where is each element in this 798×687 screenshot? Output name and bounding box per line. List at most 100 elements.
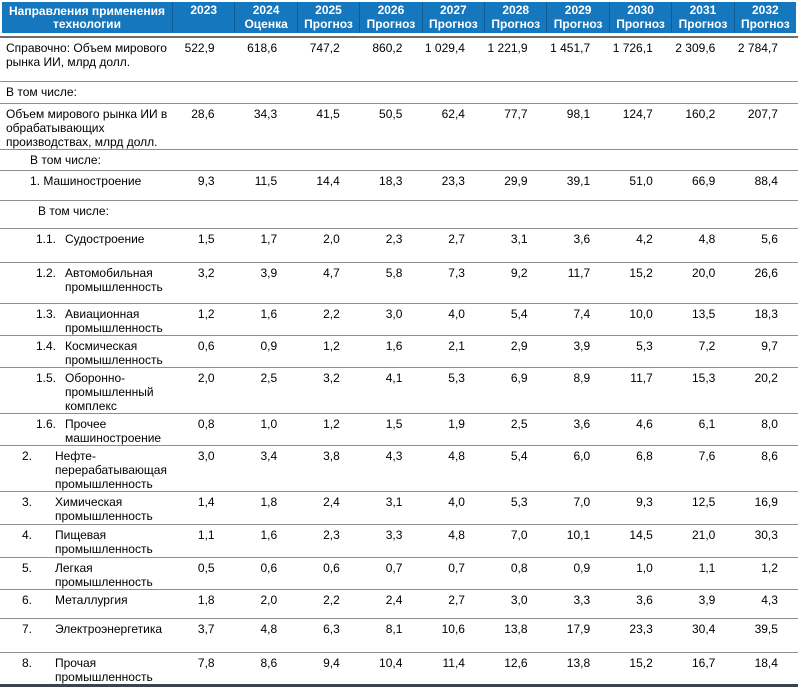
value-cell bbox=[422, 82, 485, 103]
value-cell bbox=[485, 201, 548, 228]
value-cell: 23,3 bbox=[629, 622, 653, 636]
value-cell: 13,8 bbox=[504, 622, 528, 636]
row-label-cell: 1.3. Авиационная промышленность bbox=[0, 304, 172, 335]
value-cell bbox=[235, 150, 298, 170]
value-cell: 5,8 bbox=[385, 266, 403, 280]
value-cell: 15,3 bbox=[691, 371, 716, 385]
row-label: Легкая промышленность bbox=[55, 561, 153, 589]
value-cell: 9,3 bbox=[197, 174, 215, 188]
value-cell: 1,0 bbox=[636, 561, 653, 575]
value-cell: 3,2 bbox=[323, 371, 340, 385]
value-cell: 1,2 bbox=[323, 339, 340, 353]
value-cell: 5,6 bbox=[761, 232, 778, 246]
value-cell: 50,5 bbox=[379, 107, 403, 121]
value-cell: 0,6 bbox=[323, 561, 340, 575]
row-number: 5. bbox=[22, 561, 33, 575]
row-label-cell: В том числе: bbox=[0, 201, 172, 228]
row-label: Пищевая промышленность bbox=[55, 528, 153, 556]
row-label: Электроэнергетика bbox=[55, 622, 163, 636]
row-number: 1.6. bbox=[36, 417, 57, 431]
value-cell: 4,6 bbox=[636, 417, 653, 431]
row-label-cell: 1.1. Судостроение bbox=[0, 229, 172, 262]
value-cell bbox=[548, 82, 611, 103]
value-cell: 3,1 bbox=[385, 495, 403, 509]
value-cell: 2,3 bbox=[385, 232, 403, 246]
value-cell: 16,7 bbox=[691, 656, 716, 670]
header-col-year: 2030 bbox=[627, 3, 654, 17]
value-cell bbox=[735, 150, 798, 170]
row-label-cell: 5. Легкая промышленность bbox=[0, 558, 172, 589]
row-number: 2. bbox=[22, 449, 33, 463]
row-label: В том числе: bbox=[38, 204, 109, 218]
value-cell: 3,8 bbox=[323, 449, 340, 463]
value-cell: 9,4 bbox=[323, 656, 340, 670]
table-row: Объем мирового рынка ИИ в обрабатывающих… bbox=[0, 104, 798, 150]
value-cell: 1,7 bbox=[260, 232, 278, 246]
value-cell bbox=[360, 150, 423, 170]
value-cell bbox=[360, 82, 423, 103]
table-row-2: 2. Нефте-перерабатывающая промышленность 3… bbox=[0, 446, 798, 492]
row-label-cell: 1. Машиностроение bbox=[0, 171, 172, 200]
value-cell: 9,2 bbox=[510, 266, 528, 280]
value-cell: 2 784,7 bbox=[737, 41, 778, 55]
header-col-2026: 2026 Прогноз bbox=[359, 2, 421, 33]
value-cell: 2,2 bbox=[323, 593, 340, 607]
value-cell: 6,8 bbox=[636, 449, 653, 463]
value-cell: 2,0 bbox=[323, 232, 340, 246]
value-cell bbox=[297, 201, 360, 228]
value-cell: 2 309,6 bbox=[675, 41, 716, 55]
value-cell bbox=[610, 82, 673, 103]
value-cell: 2,7 bbox=[448, 232, 465, 246]
value-cell: 7,6 bbox=[698, 449, 716, 463]
value-cell: 5,3 bbox=[510, 495, 528, 509]
row-label: 1. Машиностроение bbox=[30, 174, 142, 188]
value-cell: 4,3 bbox=[761, 593, 778, 607]
value-cell: 4,8 bbox=[260, 622, 278, 636]
row-label: Оборонно-промышленный комплекс bbox=[65, 371, 154, 413]
table-row-1-5: 1.5. Оборонно-промышленный комплекс 2,0 2,5… bbox=[0, 368, 798, 414]
header-col-year: 2026 bbox=[377, 3, 405, 17]
value-cell: 8,0 bbox=[761, 417, 778, 431]
row-label: Металлургия bbox=[55, 593, 128, 607]
value-cell: 8,1 bbox=[385, 622, 403, 636]
value-cell: 3,1 bbox=[510, 232, 528, 246]
row-number: 7. bbox=[22, 622, 33, 636]
value-cell: 3,7 bbox=[197, 622, 215, 636]
value-cell: 1,2 bbox=[197, 307, 215, 321]
row-number: 1.1. bbox=[36, 232, 57, 246]
value-cell: 28,6 bbox=[191, 107, 215, 121]
row-label-cell: 1.2. Автомобильная промышленность bbox=[0, 263, 172, 303]
value-cell bbox=[172, 82, 235, 103]
value-cell: 41,5 bbox=[316, 107, 340, 121]
value-cell: 3,0 bbox=[510, 593, 528, 607]
table-row-5: 5. Легкая промышленность 0,5 0,6 0,6 0,7 0,7 0,… bbox=[0, 558, 798, 590]
header-col-subtitle: Прогноз bbox=[304, 17, 353, 31]
row-label-cell: 4. Пищевая промышленность bbox=[0, 525, 172, 557]
row-label: Прочее машиностроение bbox=[65, 417, 162, 445]
value-cell bbox=[172, 150, 235, 170]
table-row-1-6: 1.6. Прочее машиностроение 0,8 1,0 1,2 1,5 1,9… bbox=[0, 414, 798, 446]
value-cell: 4,8 bbox=[698, 232, 716, 246]
value-cell: 1,5 bbox=[385, 417, 403, 431]
value-cell: 1,1 bbox=[698, 561, 716, 575]
value-cell: 16,9 bbox=[754, 495, 778, 509]
value-cell: 98,1 bbox=[566, 107, 591, 121]
header-col-2031: 2031 Прогноз bbox=[671, 2, 733, 33]
value-cell: 1,6 bbox=[385, 339, 403, 353]
value-cell: 12,5 bbox=[691, 495, 716, 509]
row-label: Справочно: Объем мирового рынка ИИ, млрд… bbox=[6, 41, 167, 69]
header-col-subtitle: Прогноз bbox=[491, 17, 541, 31]
row-label: В том числе: bbox=[6, 85, 77, 99]
value-cell: 5,4 bbox=[510, 307, 528, 321]
header-col-2027: 2027 Прогноз bbox=[421, 2, 484, 33]
value-cell: 3,6 bbox=[636, 593, 653, 607]
value-cell: 4,0 bbox=[448, 495, 465, 509]
row-number: 1.5. bbox=[36, 371, 57, 385]
value-cell bbox=[735, 82, 798, 103]
value-cell: 0,8 bbox=[197, 417, 215, 431]
header-col-year: 2027 bbox=[439, 3, 467, 17]
row-label-cell: 1.6. Прочее машиностроение bbox=[0, 414, 172, 445]
value-cell: 3,0 bbox=[197, 449, 215, 463]
value-cell: 3,6 bbox=[573, 417, 591, 431]
